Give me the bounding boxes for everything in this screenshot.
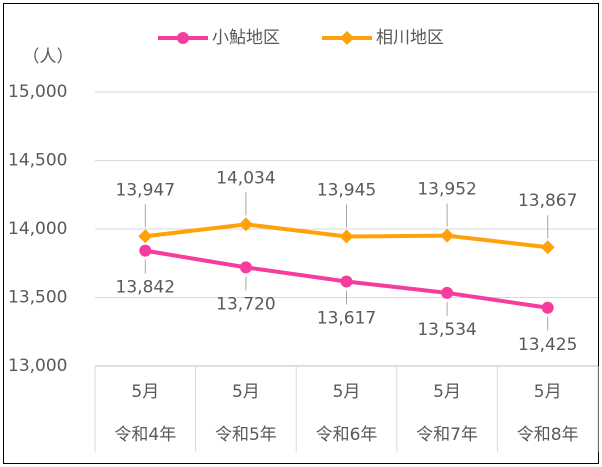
data-label: 13,842 (116, 278, 175, 298)
y-tick-label: 13,500 (8, 288, 67, 308)
data-point (138, 229, 153, 244)
x-group-label: 令和8年 (517, 425, 579, 445)
data-point (339, 229, 354, 244)
data-point (441, 286, 454, 299)
x-group-label: 令和7年 (416, 425, 478, 445)
data-label: 13,945 (317, 181, 376, 201)
x-group-label: 令和4年 (114, 425, 176, 445)
data-label: 13,867 (518, 191, 577, 211)
y-tick-label: 14,500 (8, 151, 67, 171)
data-label: 13,952 (417, 180, 476, 200)
legend-marker (340, 31, 354, 45)
data-point (540, 240, 555, 255)
legend-label: 小鮎地区 (212, 28, 280, 48)
data-label: 13,947 (116, 180, 175, 200)
y-tick-label: 15,000 (8, 82, 67, 102)
data-label: 13,425 (518, 335, 577, 355)
y-tick-label: 14,000 (8, 219, 67, 239)
data-point (239, 261, 252, 274)
x-tick-label: 5月 (232, 382, 260, 402)
data-point (340, 275, 353, 288)
legend-marker (177, 32, 189, 44)
data-label: 13,720 (216, 294, 275, 314)
chart-frame (3, 3, 599, 464)
y-tick-label: 13,000 (8, 356, 67, 376)
x-tick-label: 5月 (534, 382, 562, 402)
data-label: 14,034 (216, 168, 275, 188)
data-label: 13,617 (317, 308, 376, 328)
legend-label: 相川地区 (376, 28, 444, 48)
y-axis-label: （人） (23, 47, 74, 67)
x-tick-label: 5月 (131, 382, 159, 402)
data-point (541, 301, 554, 314)
x-tick-label: 5月 (433, 382, 461, 402)
x-group-label: 令和6年 (316, 425, 378, 445)
data-point (440, 228, 455, 243)
data-label: 13,534 (417, 320, 476, 340)
x-tick-label: 5月 (333, 382, 361, 402)
data-point (238, 217, 253, 232)
x-group-label: 令和5年 (215, 425, 277, 445)
data-point (139, 244, 152, 257)
